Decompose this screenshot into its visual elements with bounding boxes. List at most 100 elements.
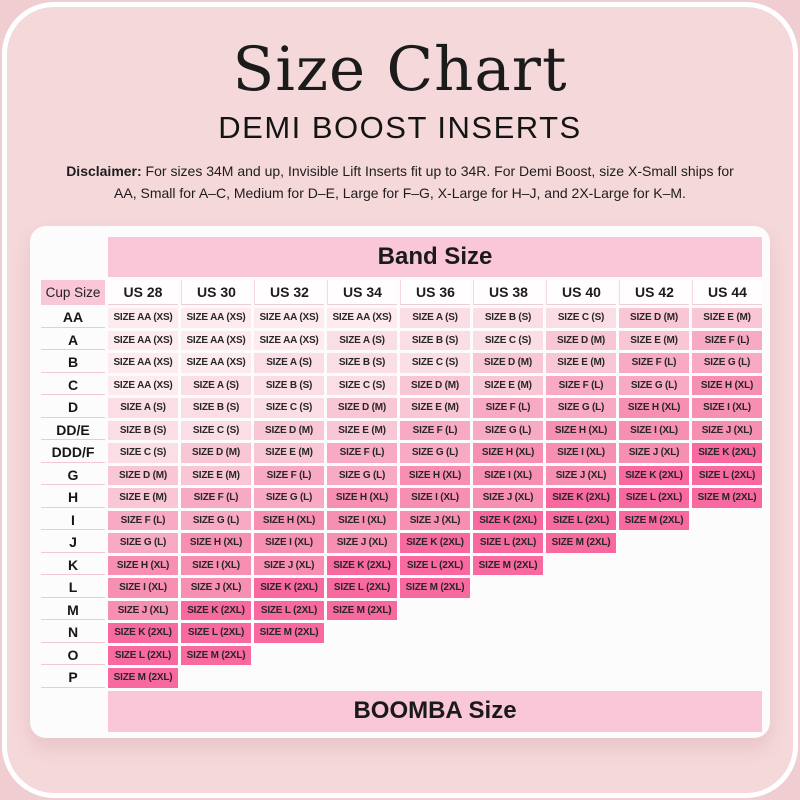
size-cell: SIZE AA (XS) bbox=[254, 308, 324, 328]
size-cell: SIZE J (XL) bbox=[400, 510, 470, 530]
size-cell: SIZE J (XL) bbox=[692, 420, 762, 440]
empty-cell bbox=[546, 578, 616, 598]
size-cell: SIZE D (M) bbox=[327, 398, 397, 418]
size-cell: SIZE AA (XS) bbox=[108, 308, 178, 328]
size-cell: SIZE K (2XL) bbox=[619, 465, 689, 485]
size-cell: SIZE M (2XL) bbox=[327, 600, 397, 620]
size-cell: SIZE AA (XS) bbox=[181, 353, 251, 373]
empty-cell bbox=[692, 511, 762, 531]
size-cell: SIZE H (XL) bbox=[254, 510, 324, 530]
size-cell: SIZE B (S) bbox=[181, 398, 251, 418]
size-cell: SIZE C (S) bbox=[254, 398, 324, 418]
table-row: I SIZE F (L) SIZE G (L) SIZE H (XL) SIZE I (… bbox=[41, 510, 762, 531]
table-row: L SIZE I (XL) SIZE J (XL) SIZE K (2XL) SIZE … bbox=[41, 578, 762, 598]
size-cell: SIZE I (XL) bbox=[546, 443, 616, 463]
empty-cell bbox=[254, 668, 324, 688]
size-cell: SIZE H (XL) bbox=[327, 488, 397, 508]
size-cell: SIZE F (L) bbox=[546, 375, 616, 395]
size-table: Cup Size US 28 US 30 US 32 US 34 US 36 US 38 US… bbox=[41, 280, 762, 688]
boomba-size-footer: BOOMBA Size bbox=[108, 690, 762, 732]
empty-cell bbox=[546, 623, 616, 643]
empty-cell bbox=[327, 668, 397, 688]
disclaimer-text: For sizes 34M and up, Invisible Lift Ins… bbox=[114, 163, 734, 201]
cup-size-label: D bbox=[41, 398, 105, 418]
size-cell: SIZE C (S) bbox=[181, 420, 251, 440]
size-cell: SIZE K (2XL) bbox=[546, 488, 616, 508]
size-cell: SIZE J (XL) bbox=[546, 465, 616, 485]
size-cell: SIZE K (2XL) bbox=[108, 623, 178, 643]
size-cell: SIZE F (L) bbox=[327, 443, 397, 463]
cup-size-label: M bbox=[41, 601, 105, 620]
empty-cell bbox=[619, 578, 689, 598]
size-cell: SIZE E (M) bbox=[400, 398, 470, 418]
table-row: J SIZE G (L) SIZE H (XL) SIZE I (XL) SIZE J … bbox=[41, 533, 762, 553]
size-cell: SIZE AA (XS) bbox=[181, 308, 251, 328]
size-cell: SIZE G (L) bbox=[692, 353, 762, 373]
size-cell: SIZE F (L) bbox=[692, 330, 762, 350]
empty-cell bbox=[692, 646, 762, 666]
empty-cell bbox=[619, 533, 689, 553]
size-cell: SIZE M (2XL) bbox=[546, 533, 616, 553]
size-cell: SIZE A (S) bbox=[254, 353, 324, 373]
size-cell: SIZE F (L) bbox=[108, 510, 178, 530]
size-cell: SIZE M (2XL) bbox=[619, 510, 689, 530]
size-cell: SIZE D (M) bbox=[400, 375, 470, 395]
page-subtitle: DEMI BOOST INSERTS bbox=[218, 110, 582, 145]
size-cell: SIZE L (2XL) bbox=[327, 578, 397, 598]
empty-cell bbox=[400, 668, 470, 688]
size-cell: SIZE L (2XL) bbox=[181, 623, 251, 643]
disclaimer-label: Disclaimer: bbox=[66, 163, 142, 179]
empty-cell bbox=[400, 601, 470, 621]
size-cell: SIZE AA (XS) bbox=[108, 330, 178, 350]
size-cell: SIZE E (M) bbox=[692, 308, 762, 328]
size-cell: SIZE M (2XL) bbox=[692, 488, 762, 508]
empty-cell bbox=[692, 533, 762, 553]
cup-size-label: P bbox=[41, 668, 105, 688]
table-row: P SIZE M (2XL) bbox=[41, 668, 762, 688]
size-cell: SIZE E (M) bbox=[619, 330, 689, 350]
size-cell: SIZE A (S) bbox=[327, 330, 397, 350]
table-row: M SIZE J (XL) SIZE K (2XL) SIZE L (2XL) SIZE… bbox=[41, 600, 762, 621]
empty-cell bbox=[254, 646, 324, 666]
size-cell: SIZE B (S) bbox=[473, 308, 543, 328]
size-cell: SIZE F (L) bbox=[181, 488, 251, 508]
size-cell: SIZE B (S) bbox=[327, 353, 397, 373]
band-column-header: US 42 bbox=[619, 280, 689, 305]
size-cell: SIZE A (S) bbox=[400, 308, 470, 328]
size-cell: SIZE AA (XS) bbox=[108, 353, 178, 373]
size-cell: SIZE C (S) bbox=[400, 353, 470, 373]
empty-cell bbox=[692, 623, 762, 643]
empty-cell bbox=[546, 668, 616, 688]
cup-size-label: L bbox=[41, 578, 105, 598]
empty-cell bbox=[473, 578, 543, 598]
size-cell: SIZE M (2XL) bbox=[400, 578, 470, 598]
size-cell: SIZE G (L) bbox=[400, 443, 470, 463]
size-cell: SIZE H (XL) bbox=[546, 420, 616, 440]
band-column-header: US 28 bbox=[108, 280, 178, 305]
empty-cell bbox=[473, 646, 543, 666]
table-row: O SIZE L (2XL) SIZE M (2XL) bbox=[41, 645, 762, 666]
cup-size-label: B bbox=[41, 353, 105, 373]
empty-cell bbox=[327, 646, 397, 666]
size-cell: SIZE AA (XS) bbox=[108, 375, 178, 395]
size-cell: SIZE E (M) bbox=[181, 465, 251, 485]
size-cell: SIZE I (XL) bbox=[619, 420, 689, 440]
size-cell: SIZE AA (XS) bbox=[327, 308, 397, 328]
band-column-header: US 38 bbox=[473, 280, 543, 305]
empty-cell bbox=[619, 668, 689, 688]
size-cell: SIZE E (M) bbox=[546, 353, 616, 373]
size-cell: SIZE D (M) bbox=[254, 420, 324, 440]
size-cell: SIZE H (XL) bbox=[181, 533, 251, 553]
size-cell: SIZE L (2XL) bbox=[546, 510, 616, 530]
table-row: B SIZE AA (XS) SIZE AA (XS) SIZE A (S) SIZE … bbox=[41, 353, 762, 373]
size-cell: SIZE J (XL) bbox=[108, 600, 178, 620]
empty-cell bbox=[181, 668, 251, 688]
size-cell: SIZE K (2XL) bbox=[254, 578, 324, 598]
size-cell: SIZE I (XL) bbox=[108, 578, 178, 598]
empty-cell bbox=[692, 556, 762, 576]
size-cell: SIZE C (S) bbox=[546, 308, 616, 328]
size-cell: SIZE L (2XL) bbox=[108, 645, 178, 665]
size-cell: SIZE B (S) bbox=[108, 420, 178, 440]
size-cell: SIZE B (S) bbox=[400, 330, 470, 350]
size-cell: SIZE D (M) bbox=[108, 465, 178, 485]
